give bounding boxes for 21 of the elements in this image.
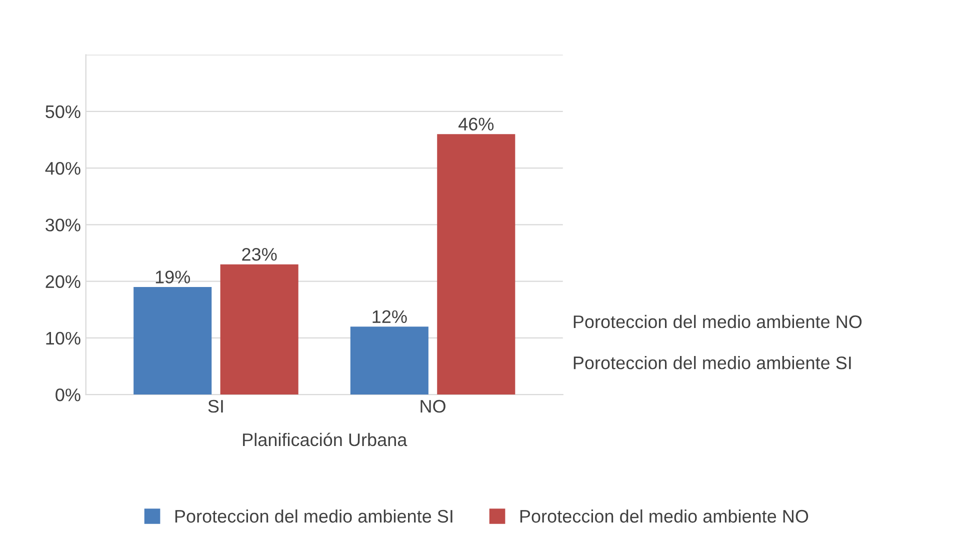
bar [350,326,428,395]
x-axis-title: Planificación Urbana [243,432,408,446]
data-label: 46% [458,118,494,131]
y-tick-label: 40% [45,162,80,175]
bar [134,286,212,395]
text: Poroteccion del medio ambiente SI [574,356,851,370]
bar [437,134,516,395]
bar [220,264,298,395]
y-tick-label: 20% [46,275,80,288]
x-tick-label: NO [420,400,446,413]
y-tick-label: 0% [56,388,80,402]
y-tick-label: 50% [46,105,80,118]
text: Poroteccion del medio ambiente NO [574,314,862,328]
data-label: 23% [242,248,277,261]
data-label: 19% [156,270,190,284]
data-label: 12% [372,310,407,323]
y-tick-label: 30% [46,218,80,232]
x-tick-label: SI [208,400,223,413]
legend-label: Poroteccion del medio ambiente NO [520,509,808,523]
legend-label: Poroteccion del medio ambiente SI [175,509,452,523]
y-tick-label: 10% [46,332,80,345]
